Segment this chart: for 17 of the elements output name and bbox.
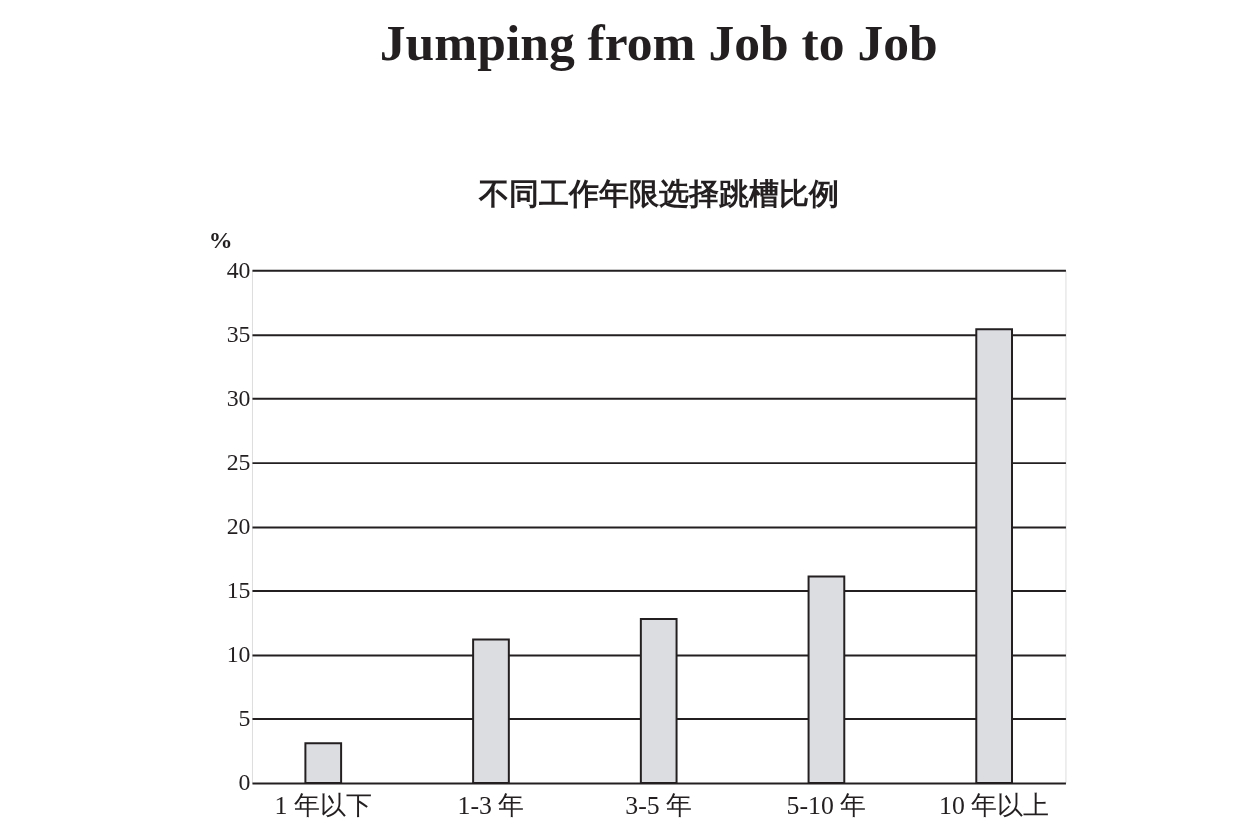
y-tick-label: 25 [226,448,251,475]
x-tick-label: 10 年以上 [939,791,1050,821]
x-tick-label: 3-5 年 [625,791,693,821]
y-tick-label: 5 [238,705,251,732]
y-tick-label: 0 [238,769,251,796]
x-tick-label: 5-10 年 [786,791,867,821]
y-tick-label: 15 [226,577,251,604]
y-tick-label: 35 [226,320,251,347]
x-tick-label: 1-3 年 [457,791,525,821]
y-axis-title: % [208,226,233,253]
chart-subtitle: 不同工作年限选择跳槽比例 [477,175,839,211]
y-tick-label: 20 [226,513,251,540]
y-tick-label: 10 [226,641,251,668]
y-tick-label: 40 [226,256,251,283]
y-tick-label: 30 [226,384,251,411]
chart-title: Jumping from Job to Job [379,13,938,71]
x-tick-label: 1 年以下 [274,791,372,821]
